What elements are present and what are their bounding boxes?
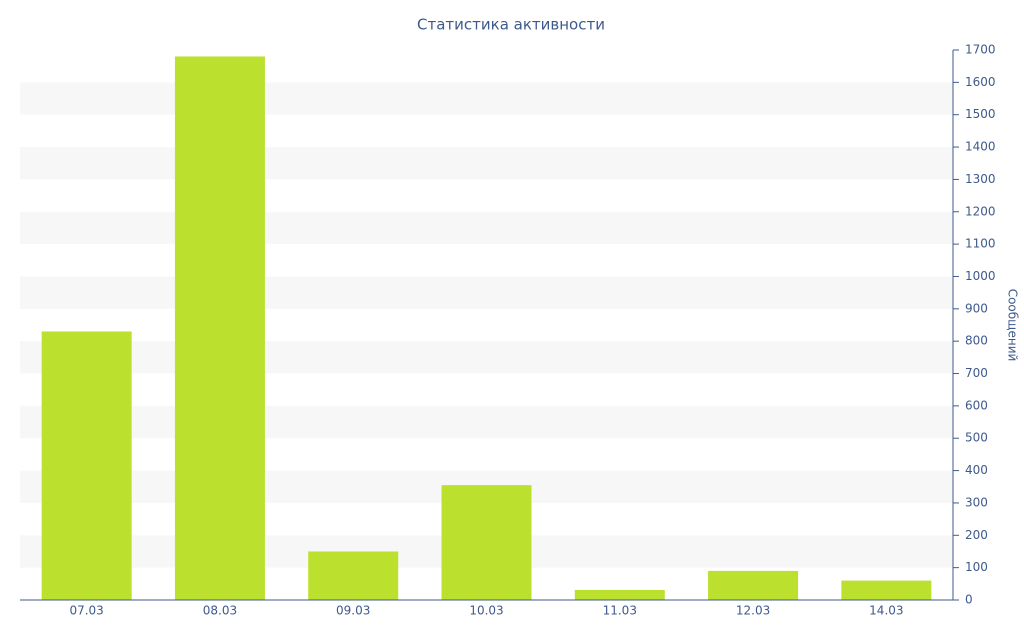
grid-band — [20, 147, 953, 180]
grid-band — [20, 341, 953, 374]
x-tick-label: 07.03 — [69, 604, 103, 618]
y-tick-label: 300 — [965, 495, 988, 509]
grid-band — [20, 405, 953, 439]
x-tick-label: 12.03 — [736, 604, 770, 618]
x-tick-label: 11.03 — [603, 604, 637, 618]
y-tick-label: 200 — [965, 528, 988, 542]
y-tick-label: 1600 — [965, 75, 996, 89]
x-tick-label: 14.03 — [869, 604, 903, 618]
y-tick-label: 1200 — [965, 204, 996, 218]
y-tick-label: 1000 — [965, 269, 996, 283]
y-tick-label: 600 — [965, 398, 988, 412]
y-tick-label: 1100 — [965, 237, 996, 251]
bar — [174, 56, 265, 601]
y-tick-label: 1700 — [965, 43, 996, 57]
y-tick-label: 1300 — [965, 172, 996, 186]
bar — [708, 570, 799, 600]
x-tick-label: 10.03 — [469, 604, 503, 618]
y-tick-label: 100 — [965, 560, 988, 574]
y-axis-title: Сообщений — [1006, 289, 1020, 362]
y-tick-label: 400 — [965, 463, 988, 477]
bar — [574, 589, 665, 600]
bar — [441, 485, 532, 600]
grid-band — [20, 276, 953, 309]
y-tick-label: 1500 — [965, 107, 996, 121]
bar — [308, 551, 399, 600]
x-tick-label: 09.03 — [336, 604, 370, 618]
chart-title: Статистика активности — [417, 16, 605, 34]
bar — [41, 331, 132, 600]
grid-band — [20, 211, 953, 245]
grid-band — [20, 82, 953, 115]
x-tick-label: 08.03 — [203, 604, 237, 618]
y-tick-label: 700 — [965, 366, 988, 380]
y-tick-label: 800 — [965, 334, 988, 348]
y-tick-label: 0 — [965, 593, 973, 607]
y-tick-label: 1400 — [965, 140, 996, 154]
y-tick-label: 900 — [965, 301, 988, 315]
bar — [841, 580, 932, 600]
y-tick-label: 500 — [965, 431, 988, 445]
